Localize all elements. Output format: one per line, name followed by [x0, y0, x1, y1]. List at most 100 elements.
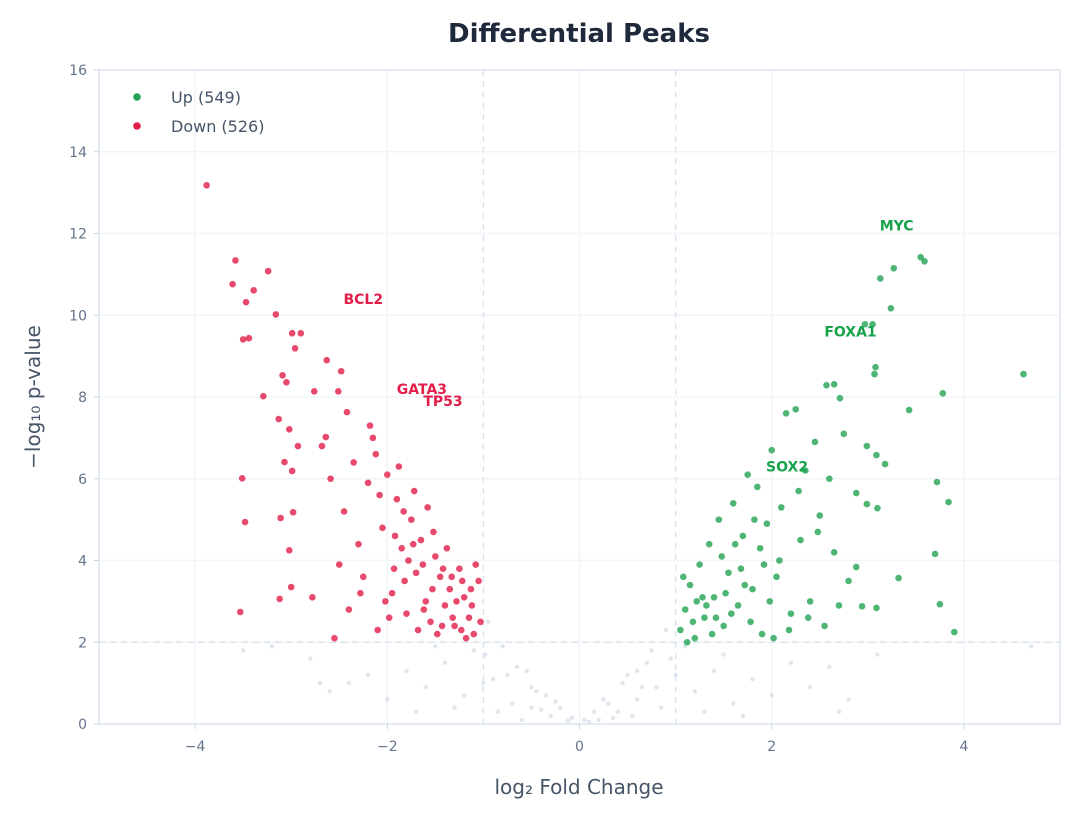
point-not-significant: [731, 701, 736, 706]
point-down: [401, 577, 408, 585]
point-up: [722, 589, 729, 597]
point-up: [931, 550, 939, 558]
point-down: [279, 372, 286, 379]
point-up: [758, 630, 766, 638]
point-down: [250, 287, 258, 294]
point-up: [770, 634, 777, 642]
point-up: [691, 634, 699, 642]
point-up: [753, 483, 761, 491]
point-down: [297, 329, 305, 337]
point-up: [936, 600, 944, 608]
gene-label-myc: MYC: [880, 218, 914, 234]
point-up: [710, 593, 718, 601]
legend-marker-up: [133, 93, 141, 101]
point-not-significant: [668, 656, 673, 661]
point-down: [393, 495, 401, 503]
point-down: [343, 408, 351, 416]
point-down: [327, 475, 334, 483]
point-up: [741, 581, 749, 589]
point-up: [756, 544, 764, 552]
point-not-significant: [875, 652, 880, 657]
chart-title: Differential Peaks: [448, 19, 710, 49]
point-down: [470, 630, 478, 638]
point-down: [409, 540, 417, 548]
point-not-significant: [596, 717, 601, 723]
point-up: [686, 581, 694, 589]
point-up: [747, 618, 754, 626]
y-axis-label: −log₁₀ p-value: [21, 325, 45, 469]
point-up: [852, 489, 860, 497]
point-up: [804, 614, 812, 622]
point-not-significant: [634, 668, 640, 674]
point-not-significant: [442, 660, 448, 665]
point-down: [465, 614, 473, 622]
point-down: [382, 598, 389, 605]
point-not-significant: [519, 717, 525, 723]
point-down: [475, 577, 482, 585]
point-down: [405, 557, 412, 564]
point-not-significant: [601, 697, 606, 702]
point-down: [429, 585, 436, 593]
point-not-significant: [606, 701, 611, 706]
point-up: [816, 512, 824, 519]
point-up: [785, 626, 793, 634]
point-down: [420, 606, 428, 613]
point-not-significant: [639, 685, 645, 690]
point-up: [677, 626, 684, 634]
point-down: [229, 280, 236, 288]
point-not-significant: [673, 672, 678, 678]
point-not-significant: [534, 689, 539, 694]
point-not-significant: [524, 668, 529, 674]
point-down: [289, 508, 297, 516]
point-up: [749, 585, 756, 593]
point-up: [751, 516, 758, 523]
point-down: [422, 598, 430, 605]
point-up: [945, 498, 952, 506]
point-up: [845, 577, 852, 585]
axis-ticks: −4 −2 0 2 4 0 2 4 6 8 10 12 14 16: [69, 63, 968, 755]
point-not-significant: [658, 705, 664, 710]
point-up: [720, 622, 727, 630]
point-not-significant: [630, 713, 635, 719]
point-down: [283, 378, 290, 386]
point-up: [795, 487, 802, 495]
point-down: [427, 618, 434, 626]
point-down: [372, 450, 380, 458]
point-down: [432, 553, 439, 560]
point-down: [390, 565, 398, 572]
point-up: [836, 394, 844, 402]
point-up: [872, 363, 879, 371]
point-down: [232, 257, 239, 264]
point-down: [337, 367, 345, 375]
point-down: [294, 442, 302, 450]
point-down: [203, 181, 210, 189]
gene-label-sox2: SOX2: [766, 459, 808, 475]
point-down: [323, 356, 331, 364]
point-up: [861, 320, 869, 328]
point-down: [400, 508, 407, 515]
point-down: [448, 573, 455, 581]
y-tick-label: 6: [78, 472, 87, 488]
point-not-significant: [529, 685, 534, 690]
point-up: [950, 628, 958, 636]
point-down: [458, 577, 466, 585]
y-tick-label: 8: [78, 390, 87, 406]
point-down: [369, 434, 377, 442]
point-down: [277, 514, 284, 522]
x-tick-label: 2: [767, 739, 776, 755]
point-up: [887, 305, 895, 312]
point-up: [826, 475, 833, 483]
point-up: [718, 553, 726, 560]
point-down: [436, 573, 444, 581]
point-not-significant: [750, 676, 755, 682]
point-down: [275, 415, 283, 423]
point-not-significant: [404, 668, 409, 674]
point-not-significant: [582, 717, 587, 723]
point-up: [776, 557, 783, 564]
point-not-significant: [615, 709, 621, 714]
point-not-significant: [569, 715, 575, 721]
point-not-significant: [433, 644, 438, 649]
point-up: [876, 275, 884, 282]
point-down: [472, 561, 480, 568]
point-down: [430, 528, 437, 536]
